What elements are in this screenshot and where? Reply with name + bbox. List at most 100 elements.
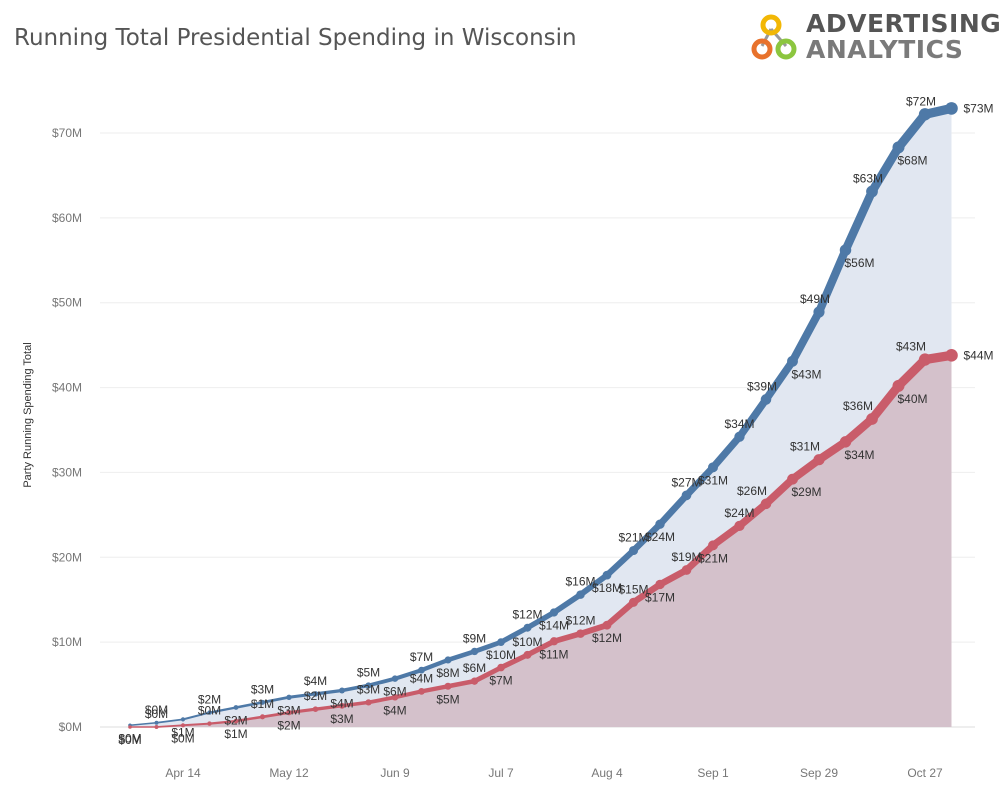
y-tick-label: $20M [52, 550, 82, 564]
blue-series-data-label: $12M [512, 608, 542, 622]
blue-series-line-segment [788, 308, 823, 366]
red-series-point [787, 473, 798, 485]
blue-series-point [207, 710, 212, 715]
red-series-line-segment [498, 652, 531, 671]
red-series-point [207, 721, 212, 726]
blue-series-line-segment [472, 639, 504, 654]
blue-series-data-label: $24M [645, 530, 675, 544]
red-series-line-segment [340, 700, 371, 708]
blue-series-data-label: $56M [844, 256, 874, 270]
red-series-point [549, 637, 559, 646]
logo-text-advertising: ADVERTISING [806, 9, 1000, 38]
blue-series-line-segment [129, 722, 158, 727]
red-series-data-label: $7M [489, 674, 512, 688]
blue-series-line-segment [419, 657, 451, 673]
blue-series-data-label: $8M [436, 666, 459, 680]
red-series-line-segment [524, 638, 557, 658]
blue-series-data-label: $4M [330, 697, 353, 711]
blue-series-point [655, 519, 665, 529]
blue-series-data-label: $49M [800, 292, 830, 306]
red-series-data-label: $21M [698, 551, 728, 565]
blue-series-point [444, 656, 452, 664]
red-series-point [286, 709, 292, 716]
red-series-point [866, 413, 878, 425]
red-series-line-segment [366, 695, 397, 705]
blue-series-line-segment [735, 395, 770, 441]
red-series-point [945, 349, 958, 362]
red-series-data-label: $3M [330, 712, 353, 726]
red-series-point [602, 620, 612, 630]
red-series-data-label: $11M [539, 647, 568, 661]
blue-series-point [365, 682, 372, 689]
blue-series-data-label: $73M [964, 101, 994, 115]
red-series-point [523, 650, 532, 659]
red-series-data-label: $34M [844, 448, 874, 462]
blue-series-data-label: $14M [539, 618, 569, 632]
red-series-line-segment [683, 541, 717, 574]
y-tick-label: $30M [52, 465, 82, 479]
blue-series-point [259, 699, 266, 705]
blue-series-line-segment [445, 649, 477, 663]
logo-text-analytics: ANALYTICS [806, 35, 964, 64]
red-series-line-segment [392, 689, 424, 700]
red-series-point [365, 699, 372, 706]
blue-series-point [602, 570, 612, 580]
blue-series-point [391, 675, 399, 682]
y-tick-label: $10M [52, 635, 82, 649]
red-series-point [180, 723, 186, 728]
blue-series-line-segment [340, 683, 371, 693]
red-series-data-label: $44M [964, 348, 994, 362]
red-series-data-label: $17M [645, 590, 675, 604]
red-series-point [418, 687, 425, 695]
red-series-data-label: $2M [277, 719, 300, 733]
blue-series-point [734, 431, 745, 442]
red-series-line-segment [208, 719, 238, 725]
blue-series-point [892, 141, 905, 154]
blue-series-point [339, 687, 345, 694]
x-tick-label: Jul 7 [488, 766, 514, 780]
red-series-area [130, 355, 952, 727]
x-tick-label: Sep 29 [800, 766, 838, 780]
blue-series-point [576, 590, 585, 599]
red-series-line-segment [445, 678, 477, 689]
blue-series-data-label: $31M [698, 473, 728, 487]
red-series-line-segment [313, 704, 344, 711]
y-tick-label: $50M [52, 296, 82, 310]
red-series-line-segment [709, 522, 744, 549]
blue-series-point [945, 102, 958, 115]
red-series-line-segment [603, 599, 637, 629]
blue-series-data-label: $34M [724, 417, 754, 431]
blue-series-data-label: $3M [277, 703, 300, 717]
red-series-line-segment [762, 475, 797, 508]
y-tick-label: $60M [52, 211, 82, 225]
blue-series-point [180, 717, 186, 722]
red-series-line-segment [472, 665, 504, 684]
red-series-point [444, 682, 452, 690]
blue-series-line-segment [603, 547, 637, 579]
chart-title: Running Total Presidential Spending in W… [14, 25, 577, 51]
red-series-point [892, 379, 905, 392]
red-series-point [813, 454, 825, 466]
red-series-data-label: $0M [171, 731, 194, 745]
blue-series-line-segment [709, 433, 744, 471]
blue-series-data-label: $27M [671, 475, 701, 489]
red-series-data-label: $24M [724, 506, 754, 520]
red-series-line-segment [577, 622, 610, 637]
red-series-point [681, 565, 692, 575]
blue-series-point [286, 694, 292, 700]
red-series-point [628, 597, 639, 607]
red-series-data-label: $10M [512, 635, 542, 649]
blue-series-line-segment [656, 492, 690, 528]
blue-series-data-label: $1M [171, 725, 194, 739]
red-series-data-label: $40M [897, 392, 927, 406]
y-tick-label: $0M [59, 720, 82, 734]
blue-series-point [233, 705, 239, 710]
blue-series-data-label: $0M [118, 731, 141, 745]
blue-series-point [681, 490, 692, 501]
blue-series-data-label: $3M [251, 682, 274, 696]
red-series-point [391, 694, 399, 701]
red-series-data-label: $12M [592, 631, 622, 645]
blue-series-data-label: $2M [224, 713, 247, 727]
blue-series-line-segment [261, 695, 291, 704]
red-series-point [154, 725, 159, 729]
